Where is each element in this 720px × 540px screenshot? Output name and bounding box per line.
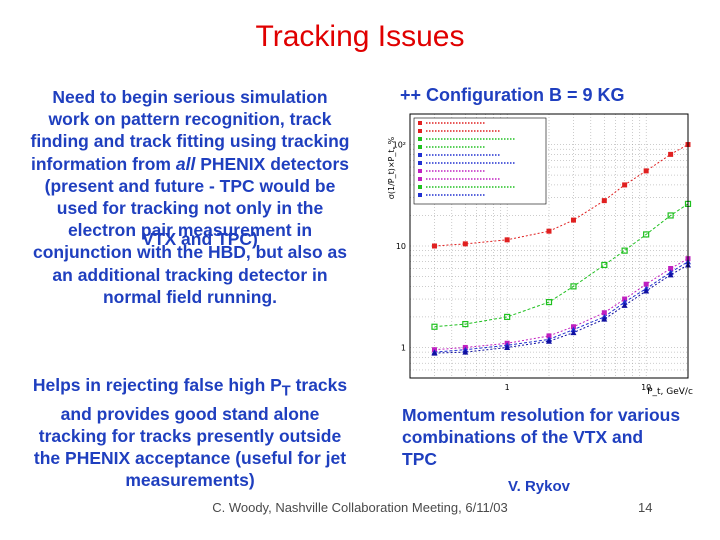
y-tick-label: 1 xyxy=(401,343,406,352)
data-point xyxy=(504,344,511,350)
data-point xyxy=(621,247,628,254)
data-point xyxy=(668,151,674,157)
paragraph-text: Helps in rejecting false high P xyxy=(32,375,282,395)
series-line xyxy=(434,261,689,353)
data-point xyxy=(643,288,650,294)
data-point xyxy=(601,310,607,316)
data-point xyxy=(601,198,607,204)
data-point xyxy=(570,326,577,333)
data-point xyxy=(643,168,649,174)
legend-marker xyxy=(418,153,422,157)
plot-frame xyxy=(409,113,689,379)
data-point xyxy=(570,283,577,290)
data-point xyxy=(601,261,608,269)
data-point xyxy=(643,281,649,287)
legend-box xyxy=(413,117,547,205)
data-point xyxy=(668,266,674,272)
y-tick-label: 10² xyxy=(393,141,406,150)
data-point xyxy=(643,231,650,238)
data-point xyxy=(570,217,576,223)
data-point xyxy=(462,349,469,355)
x-tick-label: 1 xyxy=(505,383,510,392)
helps-paragraph: Helps in rejecting false high PT tracks … xyxy=(30,374,350,492)
author-label: V. Rykov xyxy=(508,478,570,495)
legend-marker xyxy=(418,177,422,181)
y-axis-label: σ(1/P_t)×P_t, % xyxy=(387,136,396,199)
data-point xyxy=(622,296,628,302)
momentum-resolution-chart: 1 10 1 10 10² σ(1/P_t)×P_t, % P_t, GeV/c xyxy=(370,108,700,398)
x-axis-label: P_t, GeV/c xyxy=(647,387,693,397)
data-point xyxy=(601,316,608,322)
tracking-paragraph: Need to begin serious simulation work on… xyxy=(30,86,350,308)
data-point xyxy=(504,313,511,321)
chart-svg: 1 10 1 10 10² σ(1/P_t)×P_t, % P_t, GeV/c xyxy=(387,113,693,397)
data-point xyxy=(462,241,468,247)
footer: C. Woody, Nashville Collaboration Meetin… xyxy=(212,500,508,515)
configuration-label: ++ Configuration B = 9 KG xyxy=(400,85,625,105)
data-point xyxy=(504,237,510,243)
paragraph-emphasis: all xyxy=(175,153,196,174)
legend-marker xyxy=(418,161,422,165)
data-point xyxy=(667,212,674,219)
legend-marker xyxy=(418,185,422,189)
overlapping-text: VTX and TPC) xyxy=(142,229,258,249)
momentum-caption: Momentum resolution for various combinat… xyxy=(402,405,681,469)
series-line xyxy=(434,264,689,354)
data-point xyxy=(431,243,437,249)
data-point xyxy=(462,320,469,328)
legend-marker xyxy=(418,121,422,125)
data-point xyxy=(570,329,577,336)
legend-marker xyxy=(418,137,422,141)
legend-marker xyxy=(418,129,422,133)
legend-marker xyxy=(418,193,422,197)
data-point xyxy=(431,350,438,356)
data-point xyxy=(621,302,628,308)
chart-legend xyxy=(413,117,547,205)
x-tick-label: 10 xyxy=(641,383,651,392)
data-point xyxy=(431,323,438,330)
pt-subscript: T xyxy=(281,383,291,400)
paragraph-text-rest: PHENIX detectors (present and future - T… xyxy=(32,153,349,307)
paragraph-text-rest: tracks and provides good stand alone tra… xyxy=(33,375,348,491)
legend-marker xyxy=(418,169,422,173)
series-line xyxy=(434,258,689,351)
data-point xyxy=(621,299,628,305)
data-point xyxy=(545,298,553,306)
y-tick-label: 10 xyxy=(396,242,406,251)
data-point xyxy=(546,333,552,339)
chart-ticks: 1 10 1 10 10² xyxy=(393,141,652,392)
series-line xyxy=(434,203,689,328)
chart-series xyxy=(431,142,692,356)
series-line xyxy=(434,144,689,247)
legend-marker xyxy=(418,145,422,149)
data-point xyxy=(622,182,628,188)
data-point xyxy=(546,228,552,234)
data-point xyxy=(546,338,552,344)
paragraph-text: Need to begin serious simulation work on… xyxy=(30,87,350,174)
data-point xyxy=(667,271,674,278)
page-number: 14 xyxy=(638,500,653,515)
slide-title: Tracking Issues xyxy=(255,20,465,53)
